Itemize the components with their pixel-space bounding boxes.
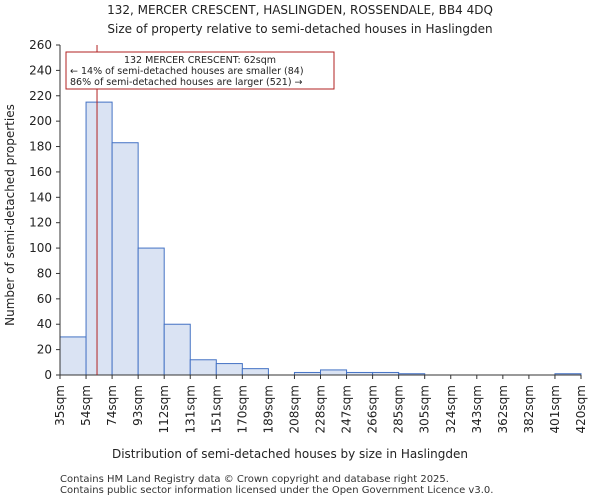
annotation-frame [65,51,335,90]
x-tick-label: 208sqm [287,385,301,433]
y-tick-label: 200 [29,114,52,128]
x-tick-label: 324sqm [444,385,458,433]
histogram-bar [320,369,348,376]
annotation-title: 132 MERCER CRESCENT: 62sqm [124,55,276,66]
chart-title-line1: 132, MERCER CRESCENT, HASLINGDEN, ROSSEN… [107,3,493,17]
histogram-bar [59,336,87,376]
x-tick-label: 285sqm [392,385,406,433]
annotation-smaller: ← 14% of semi-detached houses are smalle… [70,66,304,77]
x-tick-label: 151sqm [209,385,223,433]
annotation-box: 132 MERCER CRESCENT: 62sqm← 14% of semi-… [65,51,335,90]
y-tick-label: 260 [29,38,52,52]
x-tick-label: 343sqm [470,385,484,433]
y-tick-label: 40 [37,317,52,331]
x-tick-label: 401sqm [548,385,562,433]
y-tick-label: 80 [37,266,52,280]
x-tick-label: 131sqm [183,385,197,433]
y-tick-label: 180 [29,140,52,154]
footer-line1: Contains HM Land Registry data © Crown c… [60,474,449,485]
y-tick-label: 140 [29,190,52,204]
x-tick-label: 420sqm [574,385,588,433]
x-tick-label: 93sqm [131,385,145,426]
histogram-bar [189,359,217,376]
y-tick-label: 20 [37,343,52,357]
x-tick-label: 228sqm [314,385,328,433]
x-tick-label: 35sqm [53,385,67,426]
bars-group [59,101,582,376]
y-axis-label: Number of semi-detached properties [3,104,17,326]
x-tick-label: 266sqm [366,385,380,433]
x-tick-label: 54sqm [79,385,93,426]
y-tick-label: 160 [29,165,52,179]
axes-group: 0 20 40 60 80 100 120 140 160 180 200 220 240 260 35sq… [29,38,588,433]
y-tick-label: 100 [29,241,52,255]
histogram-bar [137,247,165,376]
x-tick-label: 305sqm [418,385,432,433]
x-tick-label: 382sqm [522,385,536,433]
histogram-bar [163,323,191,376]
x-tick-label: 362sqm [496,385,510,433]
y-tick-label: 240 [29,63,52,77]
chart-title-line2: Size of property relative to semi-detach… [107,22,492,36]
histogram-bar [85,101,113,376]
histogram-bar [215,363,243,376]
y-tick-label: 60 [37,292,52,306]
x-tick-label: 189sqm [261,385,275,433]
y-tick-label: 120 [29,216,52,230]
x-tick-label: 112sqm [157,385,171,433]
x-tick-label: 247sqm [340,385,354,433]
histogram-bar [241,368,269,376]
y-tick-label: 220 [29,89,52,103]
annotation-larger: 86% of semi-detached houses are larger (… [70,77,303,88]
footer-line2: Contains public sector information licen… [60,485,494,496]
histogram-bar [111,142,139,376]
y-tick-label: 0 [44,368,52,382]
x-tick-label: 74sqm [105,385,119,426]
x-tick-label: 170sqm [235,385,249,433]
x-axis-label: Distribution of semi-detached houses by … [112,447,468,461]
